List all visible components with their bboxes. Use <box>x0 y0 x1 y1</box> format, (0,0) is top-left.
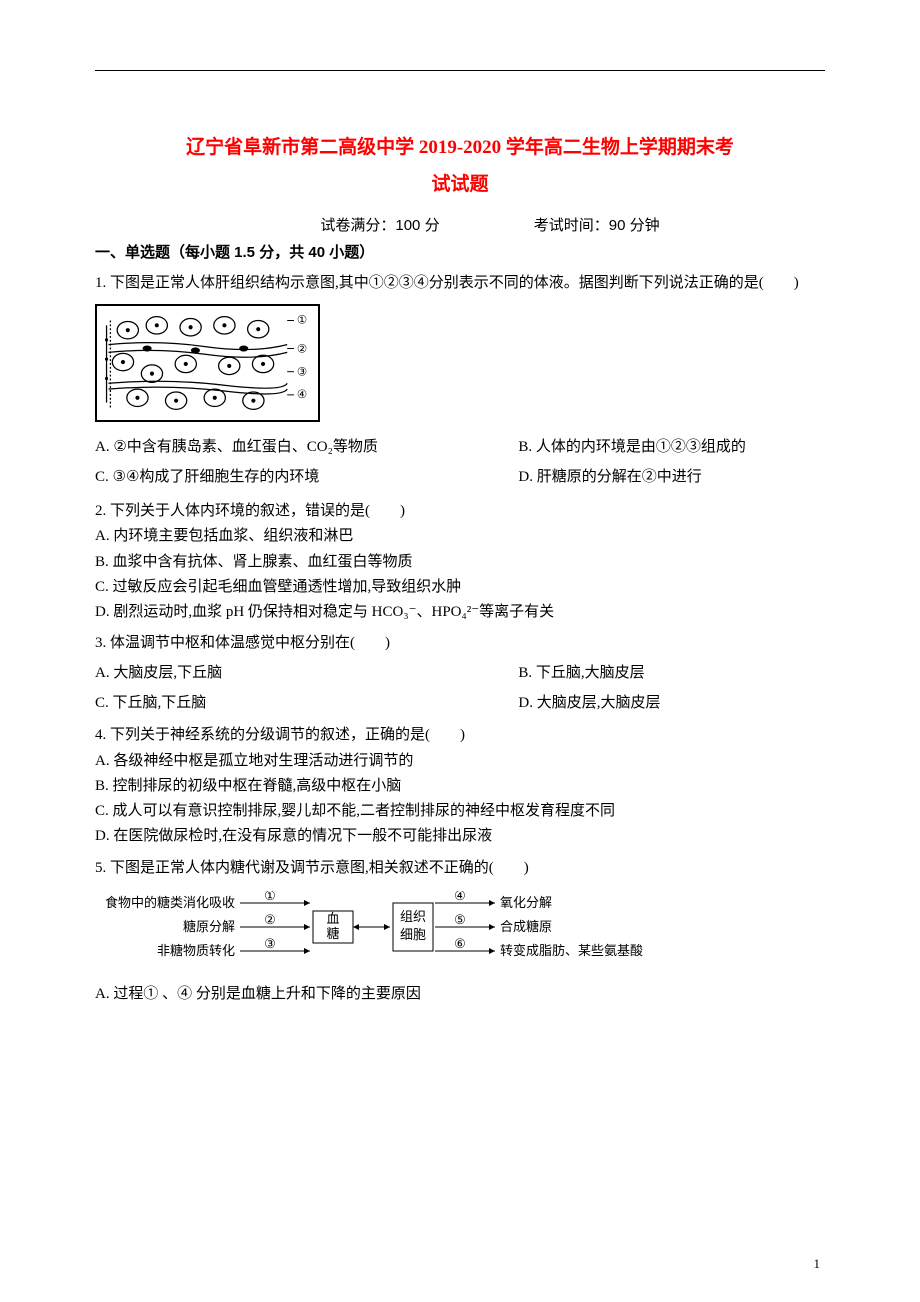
exam-meta: 试卷满分：100 分 考试时间：90 分钟 <box>95 214 825 235</box>
q1-label-4: ④ <box>297 388 307 401</box>
q2-optA: A. 内环境主要包括血浆、组织液和淋巴 <box>95 525 825 548</box>
time-label: 考试时间： <box>534 214 609 235</box>
q1-stem: 1. 下图是正常人体肝组织结构示意图,其中①②③④分别表示不同的体液。据图判断下… <box>95 268 825 298</box>
q1-optA: A. ②中含有胰岛素、血红蛋白、CO₂等物质 <box>95 432 518 462</box>
q1-label-3: ③ <box>297 366 307 379</box>
q5-right3: 转变成脂肪、某些氨基酸 <box>500 943 643 958</box>
q3-optB: B. 下丘脑,大脑皮层 <box>518 658 825 688</box>
exam-title-line2: 试试题 <box>95 169 825 196</box>
q5-left3: 非糖物质转化 <box>157 943 235 958</box>
q2-optC: C. 过敏反应会引起毛细血管壁通透性增加,导致组织水肿 <box>95 576 825 599</box>
q5-left2: 糖原分解 <box>183 919 235 934</box>
q5-arrow5: ⑤ <box>454 912 466 927</box>
q1-optD: D. 肝糖原的分解在②中进行 <box>518 462 825 492</box>
q5-stem: 5. 下图是正常人体内糖代谢及调节示意图,相关叙述不正确的( ) <box>95 853 825 883</box>
q2-optD: D. 剧烈运动时,血浆 pH 仍保持相对稳定与 HCO₃⁻、HPO₄²⁻等离子有… <box>95 601 825 624</box>
section1-header: 一、单选题（每小题 1.5 分，共 40 小题） <box>95 241 825 262</box>
full-score-value: 100 分 <box>395 214 439 235</box>
q5-box1-l2: 糖 <box>326 926 339 941</box>
q5-arrow2: ② <box>264 912 276 927</box>
q1-label-2: ② <box>297 343 307 356</box>
top-divider <box>95 70 825 71</box>
time-value: 90 分钟 <box>609 214 660 235</box>
q1-diagram: ① ② ③ ④ <box>95 304 320 422</box>
q2-optB: B. 血浆中含有抗体、肾上腺素、血红蛋白等物质 <box>95 551 825 574</box>
q1-label-1: ① <box>297 314 307 327</box>
q5-arrow3: ③ <box>264 936 276 951</box>
q5-arrow6: ⑥ <box>454 936 466 951</box>
q4-optC: C. 成人可以有意识控制排尿,婴儿却不能,二者控制排尿的神经中枢发育程度不同 <box>95 800 825 823</box>
q4-optB: B. 控制排尿的初级中枢在脊髓,高级中枢在小脑 <box>95 775 825 798</box>
q3-optD: D. 大脑皮层,大脑皮层 <box>518 688 825 718</box>
q5-optA: A. 过程① 、④ 分别是血糖上升和下降的主要原因 <box>95 979 825 1009</box>
q2-stem: 2. 下列关于人体内环境的叙述，错误的是( ) <box>95 500 825 523</box>
q1-optB: B. 人体的内环境是由①②③组成的 <box>518 432 825 462</box>
q5-arrow1: ① <box>264 891 276 903</box>
q3-stem: 3. 体温调节中枢和体温感觉中枢分别在( ) <box>95 628 825 658</box>
q4-optD: D. 在医院做尿检时,在没有尿意的情况下一般不可能排出尿液 <box>95 825 825 848</box>
q3-optA: A. 大脑皮层,下丘脑 <box>95 658 518 688</box>
q4-optA: A. 各级神经中枢是孤立地对生理活动进行调节的 <box>95 750 825 773</box>
q5-box1-l1: 血 <box>326 911 339 926</box>
q3-optC: C. 下丘脑,下丘脑 <box>95 688 518 718</box>
svg-text:组织: 组织 <box>400 909 426 924</box>
q1-optC: C. ③④构成了肝细胞生存的内环境 <box>95 462 518 492</box>
q5-arrow4: ④ <box>454 891 466 903</box>
page-number: 1 <box>814 1256 821 1272</box>
q4-stem: 4. 下列关于神经系统的分级调节的叙述，正确的是( ) <box>95 724 825 747</box>
q5-right1: 氧化分解 <box>500 895 552 910</box>
full-score-label: 试卷满分： <box>320 214 395 235</box>
q5-diagram: 食物中的糖类消化吸收 糖原分解 非糖物质转化 ① ② ③ 血 糖 组 织 细 胞 <box>95 891 825 969</box>
svg-text:细胞: 细胞 <box>400 927 426 942</box>
exam-title-line1: 辽宁省阜新市第二高级中学 2019-2020 学年高二生物上学期期末考 <box>95 131 825 165</box>
q5-right2: 合成糖原 <box>500 919 552 934</box>
q5-left1: 食物中的糖类消化吸收 <box>105 895 235 910</box>
